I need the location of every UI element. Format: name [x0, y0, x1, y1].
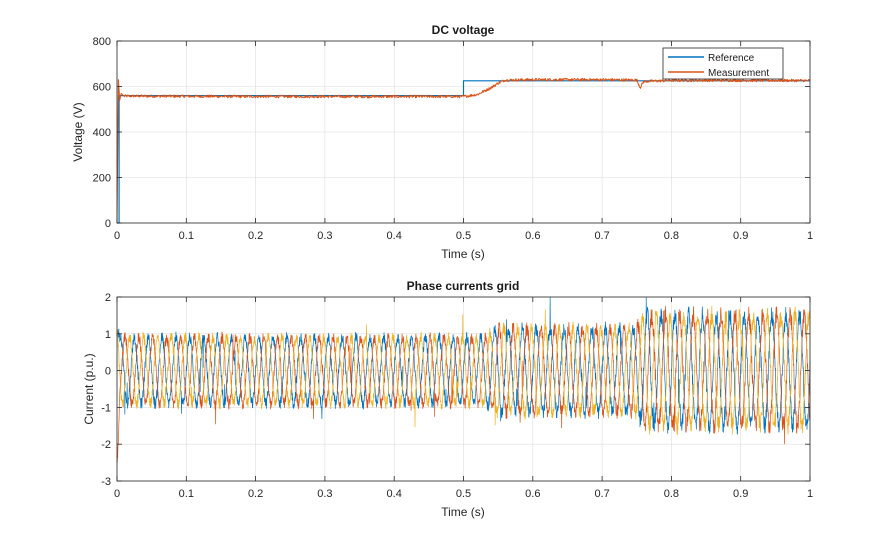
phase-c-current-line: [116, 305, 811, 435]
phase-currents-ticks: 0 0.1 0.2 0.3 0.4 0.5 0.6 0.7 0.8 0.9 1 -3 -2 -1 0 1 2: [101, 292, 813, 500]
x-tick-label: 0.1: [179, 230, 194, 242]
y-tick-label: 0: [105, 218, 111, 230]
phase-currents-x-axis-label: Time (s): [441, 505, 485, 519]
y-tick-label: 200: [93, 173, 111, 185]
phase-currents-axes: 0 0.1 0.2 0.3 0.4 0.5 0.6 0.7 0.8 0.9 1 -3 -2 -1 0 1 2 P…: [82, 279, 813, 519]
x-tick-label: 0: [114, 230, 120, 242]
legend-box: [662, 47, 784, 80]
x-tick-label: 0.7: [594, 488, 609, 500]
dc-voltage-x-axis-label: Time (s): [441, 247, 485, 261]
dc-voltage-legend: Reference Measurement: [662, 47, 784, 80]
dc-voltage-title: DC voltage: [432, 23, 495, 37]
dc-voltage-y-axis-label: Voltage (V): [71, 102, 85, 161]
y-tick-label: 1: [105, 329, 111, 341]
phase-currents-y-axis-label: Current (p.u.): [82, 353, 96, 424]
phase-a-current-line: [116, 296, 811, 435]
y-tick-label: -3: [101, 476, 111, 488]
y-tick-label: 400: [93, 127, 111, 139]
x-tick-label: 0.9: [733, 230, 748, 242]
x-tick-label: 0.3: [317, 488, 332, 500]
x-tick-label: 0.6: [525, 488, 540, 500]
phase-currents-series: [116, 296, 811, 463]
x-tick-label: 0.4: [387, 488, 402, 500]
x-tick-label: 1: [807, 230, 813, 242]
dc-voltage-axes: 0 0.1 0.2 0.3 0.4 0.5 0.6 0.7 0.8 0.9 1 0 200 400 600 8…: [71, 23, 813, 261]
x-tick-label: 0.5: [456, 488, 471, 500]
y-tick-label: -1: [101, 402, 111, 414]
legend-label-measurement: Measurement: [708, 68, 769, 79]
phase-b-current-line: [116, 305, 811, 463]
y-tick-label: 600: [93, 82, 111, 94]
x-tick-label: 0.9: [733, 488, 748, 500]
x-tick-label: 0.5: [456, 230, 471, 242]
x-tick-label: 0.8: [664, 488, 679, 500]
x-tick-label: 0.4: [387, 230, 402, 242]
x-tick-label: 0.3: [317, 230, 332, 242]
legend-label-reference: Reference: [708, 53, 755, 64]
x-tick-label: 0.8: [664, 230, 679, 242]
x-tick-label: 0: [114, 488, 120, 500]
y-tick-label: -2: [101, 439, 111, 451]
y-tick-label: 2: [105, 292, 111, 304]
x-tick-label: 0.2: [248, 488, 263, 500]
dc-voltage-ticks: 0 0.1 0.2 0.3 0.4 0.5 0.6 0.7 0.8 0.9 1 0 200 400 600 8…: [93, 36, 813, 242]
x-tick-label: 0.2: [248, 230, 263, 242]
y-tick-label: 800: [93, 36, 111, 48]
x-tick-label: 0.7: [594, 230, 609, 242]
x-tick-label: 0.1: [179, 488, 194, 500]
x-tick-label: 0.6: [525, 230, 540, 242]
y-tick-label: 0: [105, 366, 111, 378]
x-tick-label: 1: [807, 488, 813, 500]
phase-currents-title: Phase currents grid: [407, 279, 520, 293]
